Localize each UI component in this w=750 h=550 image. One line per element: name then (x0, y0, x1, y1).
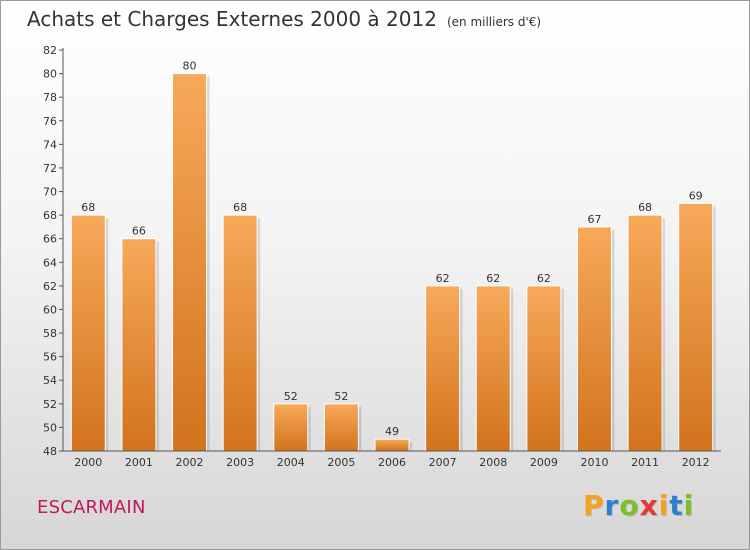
x-tick-label: 2009 (530, 456, 558, 469)
y-tick-label: 60 (43, 303, 57, 316)
bar-value-label: 52 (334, 390, 348, 403)
logo-letter: o (619, 489, 640, 522)
bar-value-label: 68 (638, 201, 652, 214)
bar-2011 (627, 214, 663, 452)
bar-2012 (678, 202, 714, 452)
bar-value-label: 62 (436, 272, 450, 285)
bar-2002 (172, 73, 208, 452)
y-tick-label: 48 (43, 445, 57, 458)
x-tick-label: 2008 (479, 456, 507, 469)
x-tick-label: 2000 (74, 456, 102, 469)
logo-letter: i (683, 489, 695, 522)
bar-2010 (576, 226, 612, 452)
y-tick-label: 76 (43, 115, 57, 128)
bar-value-label: 49 (385, 425, 399, 438)
bar-value-label: 66 (132, 225, 146, 238)
bar-value-label: 62 (486, 272, 500, 285)
bar-2004 (273, 403, 309, 452)
x-tick-label: 2006 (378, 456, 406, 469)
chart-subtitle: (en milliers d'€) (446, 15, 542, 29)
bar-value-label: 68 (233, 201, 247, 214)
bar-value-label: 69 (689, 189, 703, 202)
x-tick-label: 2001 (125, 456, 153, 469)
bar-2000 (70, 214, 106, 452)
x-tick-label: 2010 (580, 456, 608, 469)
x-tick-label: 2002 (176, 456, 204, 469)
logo-letter: i (658, 489, 670, 522)
y-tick-label: 74 (43, 138, 57, 151)
bar-value-label: 68 (81, 201, 95, 214)
y-tick-label: 64 (43, 256, 57, 269)
x-tick-label: 2007 (429, 456, 457, 469)
y-tick-label: 54 (43, 374, 57, 387)
logo-letter: t (669, 489, 684, 522)
y-tick-label: 82 (43, 44, 57, 57)
bar-value-label: 62 (537, 272, 551, 285)
logo-letter: P (583, 489, 605, 522)
bar-value-label: 67 (587, 213, 601, 226)
y-tick-label: 66 (43, 233, 57, 246)
bar-2008 (475, 285, 511, 452)
commune-name: ESCARMAIN (37, 497, 146, 518)
bar-2007 (425, 285, 461, 452)
x-tick-label: 2011 (631, 456, 659, 469)
y-tick-label: 50 (43, 421, 57, 434)
bar-2003 (222, 214, 258, 452)
bar-value-label: 52 (284, 390, 298, 403)
y-tick-label: 56 (43, 351, 57, 364)
chart-title: Achats et Charges Externes 2000 à 2012 (e… (27, 7, 541, 31)
y-tick-label: 68 (43, 209, 57, 222)
bar-2009 (526, 285, 562, 452)
x-tick-label: 2004 (277, 456, 305, 469)
y-tick-label: 72 (43, 162, 57, 175)
x-tick-label: 2005 (327, 456, 355, 469)
y-tick-label: 58 (43, 327, 57, 340)
y-tick-label: 80 (43, 68, 57, 81)
chart-title-text: Achats et Charges Externes 2000 à 2012 (27, 7, 437, 31)
y-tick-label: 52 (43, 398, 57, 411)
y-tick-label: 62 (43, 280, 57, 293)
bar-2001 (121, 238, 157, 452)
logo-letter: x (639, 489, 659, 522)
logo-letter: r (604, 489, 620, 522)
y-tick-label: 78 (43, 91, 57, 104)
bar-2006 (374, 438, 410, 452)
x-tick-label: 2012 (682, 456, 710, 469)
bar-2005 (323, 403, 359, 452)
bar-value-label: 80 (183, 60, 197, 73)
proxiti-logo: Proxiti (583, 489, 694, 522)
x-tick-label: 2003 (226, 456, 254, 469)
y-tick-label: 70 (43, 186, 57, 199)
